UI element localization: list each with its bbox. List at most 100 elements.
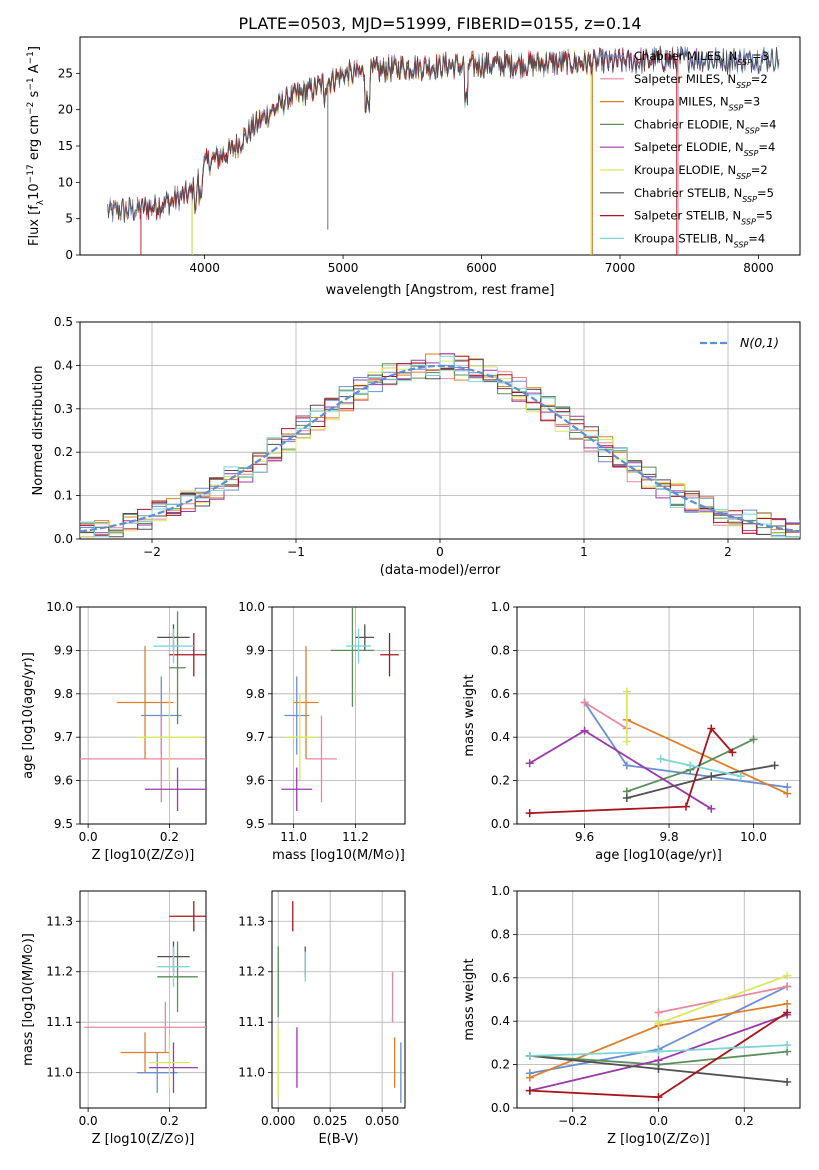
residual_hist-ylabel: Normed distribution [31, 366, 46, 496]
y-tick-label: 11.3 [238, 914, 265, 928]
point-kroupa_miles [116, 646, 174, 759]
point-kroupa_elodie [284, 693, 316, 781]
y-tick-label: 1.0 [491, 884, 510, 898]
point-salpeter_elodie [281, 767, 313, 811]
mass_vs_Z-ylabel: mass [log10(M/M⊙)] [21, 933, 36, 1066]
y-tick-label: 10.0 [46, 600, 73, 614]
legend-label-chabrier_elodie: Chabrier ELODIE, NSSP=4 [634, 117, 776, 135]
point-chabrier_elodie [330, 607, 375, 707]
point-salpeter_miles [84, 1002, 206, 1053]
weight_vs_Z-axes: −0.2 0.0 0.2 0.0 0.2 0.4 0.6 0.8 1.0 Z [log10(Z/Z… [462, 884, 801, 1147]
y-tick-label: 9.8 [246, 687, 265, 701]
y-tick-label: 9.7 [246, 730, 265, 744]
y-tick-label: 11.0 [46, 1066, 73, 1080]
y-tick-label: 0.4 [491, 730, 510, 744]
spectrum-xlabel: wavelength [Angstrom, rest frame] [326, 283, 555, 298]
point-chabrier_elodie [169, 611, 186, 725]
x-tick-label: 5000 [328, 261, 359, 275]
weight_vs_Z-xlabel: Z [log10(Z/Z⊙)] [607, 1132, 710, 1147]
y-tick-label: 0.1 [54, 489, 73, 503]
y-tick-label: 0.0 [491, 1101, 510, 1115]
point-kroupa_miles [293, 646, 319, 759]
x-tick-label: 10.0 [740, 830, 767, 844]
y-tick-label: 10 [58, 175, 73, 189]
spectrum-legend: Chabrier MILES, NSSP=3 Salpeter MILES, NS… [600, 49, 776, 249]
x-tick-label: 0.0 [79, 830, 98, 844]
weight_vs_age-xlabel: age [log10(age/yr)] [595, 848, 722, 863]
y-tick-label: 11.1 [46, 1015, 73, 1029]
x-tick-label: 9.6 [575, 830, 594, 844]
y-tick-label: 11.1 [238, 1015, 265, 1029]
y-tick-label: 0 [65, 248, 73, 262]
legend-label-kroupa_elodie: Kroupa ELODIE, NSSP=2 [634, 163, 768, 181]
age_vs_mass-frame [271, 606, 406, 825]
x-tick-label: 1 [580, 545, 588, 559]
weight-line-chabrier_miles [583, 701, 788, 788]
x-tick-label: 0.0 [79, 1114, 98, 1128]
weight_vs_age-ylabel: mass weight [462, 674, 477, 756]
legend-label-kroupa_miles: Kroupa MILES, NSSP=3 [634, 95, 760, 113]
y-tick-label: 0.2 [491, 1058, 510, 1072]
spectrum-line-chabrier_miles [107, 46, 780, 223]
age_vs_Z-frame [79, 606, 207, 825]
y-tick-label: 0.3 [54, 402, 73, 416]
point-kroupa_stelib [153, 628, 194, 664]
x-tick-label: 0.2 [160, 830, 179, 844]
y-tick-label: 0.0 [491, 817, 510, 831]
legend-label-salpeter_elodie: Salpeter ELODIE, NSSP=4 [634, 140, 775, 158]
x-tick-label: 2 [724, 545, 732, 559]
x-tick-label: 0 [436, 545, 444, 559]
y-tick-label: 9.7 [54, 730, 73, 744]
point-kroupa_stelib [346, 628, 371, 664]
spectrum-line-kroupa_miles [107, 49, 593, 222]
y-tick-label: 11.2 [46, 965, 73, 979]
weight-line-kroupa_elodie [658, 974, 788, 1025]
gaussian-curve [79, 364, 801, 533]
point-salpeter_elodie [145, 767, 206, 811]
y-tick-label: 9.9 [246, 643, 265, 657]
point-kroupa_elodie [149, 1037, 190, 1088]
point-kroupa_miles [120, 1032, 170, 1073]
mass_vs_ebv-frame [271, 890, 406, 1109]
point-kroupa_elodie [136, 693, 202, 781]
mass_vs_Z-frame [79, 890, 207, 1109]
y-tick-label: 0.6 [491, 971, 510, 985]
y-tick-label: 0.4 [54, 358, 73, 372]
mass_vs_ebv-xlabel: E(B-V) [318, 1132, 358, 1147]
weight-line-salpeter_stelib [529, 726, 734, 814]
point-chabrier_miles [136, 1052, 178, 1093]
y-tick-label: 25 [58, 66, 73, 80]
y-tick-label: 20 [58, 103, 73, 117]
y-tick-label: 0.8 [491, 927, 510, 941]
residual_hist-xlabel: (data-model)/error [380, 563, 501, 578]
point-salpeter_stelib [169, 633, 206, 677]
y-tick-label: 0.0 [54, 532, 73, 546]
y-tick-label: 1.0 [491, 600, 510, 614]
x-tick-label: 8000 [743, 261, 774, 275]
legend-label-salpeter_stelib: Salpeter STELIB, NSSP=5 [634, 209, 773, 227]
hist-kroupa_stelib [80, 355, 800, 538]
point-chabrier_elodie [157, 941, 198, 1013]
mass_vs_Z-axes: 0.0 0.2 11.0 11.1 11.2 11.3 Z [log10(Z/Z⊙)] mas… [21, 890, 207, 1147]
x-tick-label: −2 [143, 545, 161, 559]
spectrum-ylabel: Flux [fλ10−17 erg cm−2 s−1 A−1] [26, 46, 46, 246]
mass_vs_ebv-axes: 0.000 0.025 0.050 11.0 11.1 11.2 11.3 E(B-V) [238, 890, 406, 1147]
age_vs_mass-xlabel: mass [log10(M/M⊙)] [272, 848, 405, 863]
y-tick-label: 0.4 [491, 1014, 510, 1028]
y-tick-label: 9.5 [54, 817, 73, 831]
point-kroupa_stelib [157, 946, 190, 987]
x-tick-label: 0.000 [261, 1114, 295, 1128]
y-tick-label: 15 [58, 139, 73, 153]
mass_vs_Z-xlabel: Z [log10(Z/Z⊙)] [92, 1132, 195, 1147]
x-tick-label: 0.2 [160, 1114, 179, 1128]
weight_vs_age-axes: 9.6 9.8 10.0 0.0 0.2 0.4 0.6 0.8 1.0 age [log10(a… [462, 600, 801, 863]
point-salpeter_miles [80, 715, 206, 803]
age_vs_Z-axes: 0.0 0.2 9.5 9.6 9.7 9.8 9.9 10.0 Z [log10(Z/Z⊙)]… [21, 600, 207, 863]
x-tick-label: 0.2 [735, 1114, 754, 1128]
x-tick-label: 0.0 [649, 1114, 668, 1128]
point-salpeter_stelib [380, 633, 399, 677]
x-tick-label: 11.0 [280, 830, 307, 844]
weight_vs_Z-ylabel: mass weight [462, 958, 477, 1040]
spectrum-axes: 4000 5000 6000 7000 8000 0 5 10 15 20 25 wavelength… [26, 36, 801, 298]
